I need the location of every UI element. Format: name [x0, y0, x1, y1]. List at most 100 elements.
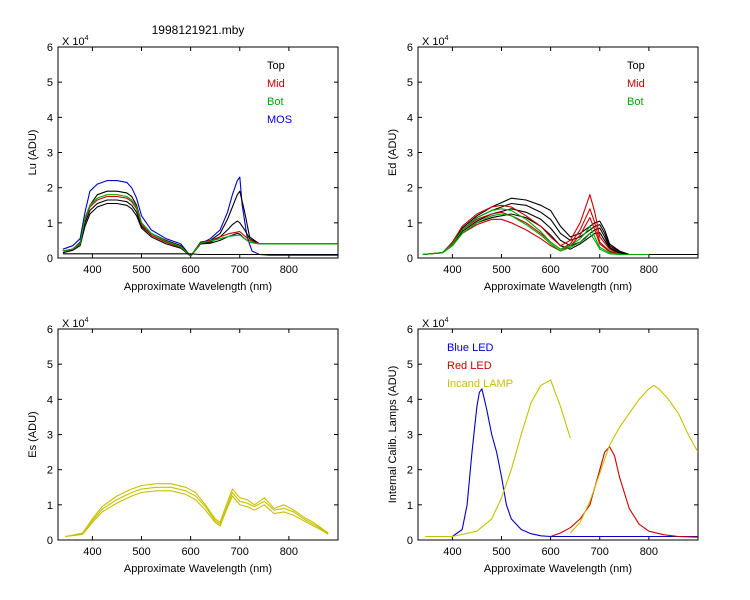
- series-line-incand-lamp-b: [569, 384, 698, 534]
- exponent-power: 4: [445, 35, 449, 42]
- x-tick-label: 700: [591, 264, 609, 276]
- x-tick-label: 600: [181, 264, 199, 276]
- exponent-label: X 104: [422, 317, 449, 330]
- x-tick-label: 400: [83, 264, 101, 276]
- x-axis-label: Approximate Wavelength (nm): [484, 563, 632, 575]
- legend-item-red-led: Red LED: [447, 360, 492, 372]
- series-group: [425, 379, 698, 538]
- x-tick-label: 600: [541, 546, 559, 558]
- exponent-power: 4: [85, 317, 89, 324]
- legend-item-top: Top: [267, 60, 285, 72]
- series-line-mid-1: [422, 194, 649, 256]
- x-tick-label: 600: [181, 546, 199, 558]
- y-axis-label: Es (ADU): [27, 411, 39, 457]
- y-axis-label: Internal Calib. Lamps (ADU): [387, 366, 399, 504]
- y-tick-label: 0: [47, 253, 53, 265]
- y-tick-label: 6: [47, 42, 53, 54]
- x-tick-label: 400: [443, 264, 461, 276]
- y-tick-label: 5: [47, 77, 53, 89]
- x-axis-label: Approximate Wavelength (nm): [484, 281, 632, 293]
- x-tick-label: 800: [280, 264, 298, 276]
- plot-frame: [57, 328, 339, 541]
- plot-frame: [417, 46, 699, 259]
- chart-lamps: 0 1 2 3 4 5 6 400 500 600 700 800 X 104 Approximate W…: [387, 317, 699, 575]
- series-group: [62, 176, 338, 257]
- series-group: [422, 194, 698, 256]
- y-tick-label: 0: [407, 535, 413, 547]
- y-tick-label: 1: [47, 500, 53, 512]
- series-line-top-4: [422, 213, 698, 256]
- series-line-incand-lamp-a: [425, 379, 571, 538]
- y-tick-label: 3: [47, 148, 53, 160]
- legend-item-mid: Mid: [627, 78, 645, 90]
- series-line-top-1: [422, 197, 698, 256]
- legend-item-top: Top: [627, 60, 645, 72]
- x-tick-label: 800: [280, 546, 298, 558]
- x-tick-label: 400: [443, 546, 461, 558]
- series-line-bot-1: [422, 208, 649, 256]
- x-tick-label: 800: [640, 264, 658, 276]
- series-line-mid: [62, 195, 338, 257]
- x-tick-label: 700: [231, 264, 249, 276]
- series-line-bot-2: [422, 213, 649, 256]
- y-axis-label: Ed (ADU): [387, 129, 399, 176]
- y-tick-label: 2: [47, 465, 53, 477]
- x-tick-label: 700: [591, 546, 609, 558]
- y-tick-label: 3: [47, 430, 53, 442]
- y-tick-label: 2: [407, 183, 413, 195]
- exponent-label: X 104: [422, 35, 449, 48]
- y-tick-label: 2: [47, 183, 53, 195]
- x-tick-label: 400: [83, 546, 101, 558]
- figure-title: 1998121921.mby: [152, 23, 245, 37]
- series-line-top-2: [62, 199, 338, 257]
- x-tick-label: 500: [132, 264, 150, 276]
- x-tick-label: 600: [541, 264, 559, 276]
- y-tick-label: 5: [407, 359, 413, 371]
- series-line-bot: [62, 194, 338, 257]
- series-line-blue-led: [425, 388, 698, 538]
- y-tick-label: 4: [407, 112, 413, 124]
- x-tick-label: 800: [640, 546, 658, 558]
- series-line-es-3: [65, 490, 329, 538]
- exponent-power: 4: [445, 317, 449, 324]
- series-line-dark: [62, 253, 338, 256]
- chart-lu: 0 1 2 3 4 5 6 400 500 600 700 800 X 104 Approximate W…: [27, 35, 339, 293]
- y-tick-label: 0: [407, 253, 413, 265]
- y-tick-label: 0: [47, 535, 53, 547]
- y-tick-label: 4: [407, 394, 413, 406]
- legend-item-bot: Bot: [627, 96, 644, 108]
- legend-item-mid: Mid: [267, 78, 285, 90]
- plot-frame: [57, 46, 339, 259]
- y-tick-label: 1: [407, 500, 413, 512]
- x-tick-label: 700: [231, 546, 249, 558]
- y-tick-label: 2: [407, 465, 413, 477]
- x-tick-label: 500: [492, 546, 510, 558]
- series-line-top-3: [62, 202, 338, 257]
- y-tick-label: 1: [47, 218, 53, 230]
- legend-item-mos: MOS: [267, 114, 292, 126]
- y-tick-label: 3: [407, 148, 413, 160]
- y-tick-label: 1: [407, 218, 413, 230]
- y-axis-label: Lu (ADU): [27, 130, 39, 176]
- chart-ed: 0 1 2 3 4 5 6 400 500 600 700 800 X 104 Approximate W…: [387, 35, 699, 293]
- legend-item-blue-led: Blue LED: [447, 342, 494, 354]
- series-line-red-led: [550, 446, 698, 538]
- x-axis-label: Approximate Wavelength (nm): [124, 281, 272, 293]
- series-line-es-2: [65, 486, 329, 538]
- exponent-label: X 104: [62, 317, 89, 330]
- y-tick-label: 6: [407, 324, 413, 336]
- y-tick-label: 5: [407, 77, 413, 89]
- chart-es: 0 1 2 3 4 5 6 400 500 600 700 800 X 104 Approximate W…: [27, 317, 339, 575]
- x-tick-label: 500: [132, 546, 150, 558]
- y-tick-label: 4: [47, 394, 53, 406]
- exponent-label: X 104: [62, 35, 89, 48]
- series-line-es-1: [65, 483, 329, 538]
- y-tick-label: 5: [47, 359, 53, 371]
- series-group: [65, 483, 329, 538]
- x-tick-label: 500: [492, 264, 510, 276]
- exponent-power: 4: [85, 35, 89, 42]
- y-tick-label: 3: [407, 430, 413, 442]
- legend-item-incand-lamp: Incand LAMP: [447, 378, 513, 390]
- y-tick-label: 6: [47, 324, 53, 336]
